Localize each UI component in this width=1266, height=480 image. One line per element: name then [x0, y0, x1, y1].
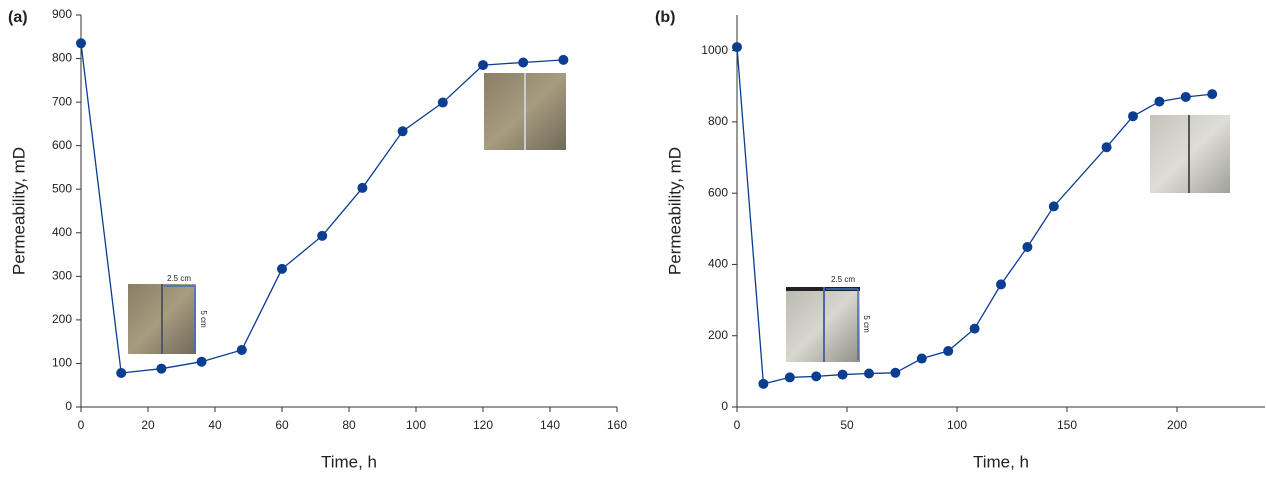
y-tick-label: 400	[708, 257, 728, 271]
x-tick-label: 80	[342, 418, 356, 432]
point	[758, 378, 769, 389]
dimension-arrows	[164, 285, 859, 360]
point	[76, 38, 86, 49]
panel-label: (a)	[8, 9, 28, 26]
x-axis-label: Time, h	[973, 452, 1029, 471]
point	[558, 54, 569, 65]
point	[784, 372, 795, 383]
x-tick-label: 100	[406, 418, 426, 432]
point	[397, 126, 408, 137]
x-axis-label: Time, h	[321, 452, 377, 471]
point	[518, 57, 529, 68]
point	[196, 356, 207, 367]
y-tick-label: 400	[52, 225, 72, 239]
point	[478, 60, 488, 71]
point	[437, 97, 448, 108]
annotation: 2.5 cm	[167, 274, 191, 283]
y-tick-label: 200	[708, 328, 728, 342]
y-tick-label: 200	[52, 312, 72, 326]
point	[277, 263, 287, 274]
x-tick-label: 120	[473, 418, 493, 432]
y-tick-label: 500	[52, 181, 72, 195]
y-tick-label: 900	[52, 7, 72, 21]
y-axis-label: Permeability, mD	[665, 147, 684, 275]
x-tick-label: 140	[540, 418, 560, 432]
photo	[128, 73, 1230, 362]
x-tick-label: 50	[840, 418, 854, 432]
y-tick-label: 600	[708, 185, 728, 199]
point	[969, 323, 980, 334]
point	[1128, 111, 1138, 122]
y-tick-label: 800	[708, 114, 728, 128]
x-tick-label: 100	[947, 418, 967, 432]
point	[811, 371, 822, 382]
y-tick-label: 700	[52, 94, 72, 108]
point	[943, 346, 954, 357]
x-tick-label: 0	[78, 418, 85, 432]
panel-label: (b)	[655, 9, 675, 26]
point	[1048, 201, 1059, 212]
y-tick-label: 0	[721, 399, 728, 413]
x-tick-label: 160	[607, 418, 627, 432]
y-tick-label: 100	[52, 356, 72, 370]
x-tick-label: 0	[734, 418, 741, 432]
x-tick-label: 150	[1057, 418, 1077, 432]
point	[996, 279, 1006, 290]
x-tick-label: 60	[275, 418, 289, 432]
y-tick-label: 0	[65, 399, 72, 413]
point	[156, 363, 167, 374]
x-tick-label: 200	[1167, 418, 1187, 432]
point	[357, 182, 368, 193]
point	[732, 42, 742, 53]
point	[1101, 142, 1112, 153]
y-axis-label: Permeability, mD	[9, 147, 28, 275]
point	[1022, 241, 1033, 252]
x-tick-label: 40	[208, 418, 222, 432]
y-tick-label: 800	[52, 51, 72, 65]
point	[1180, 91, 1191, 102]
y-tick-label: 1000	[701, 43, 728, 57]
point	[317, 230, 328, 241]
y-tick-label: 600	[52, 138, 72, 152]
point	[890, 367, 901, 378]
annotation: 5 cm	[862, 315, 871, 333]
point	[837, 369, 848, 380]
point	[1207, 89, 1218, 100]
annotation: 2.5 cm	[831, 275, 855, 284]
x-tick-label: 20	[141, 418, 155, 432]
point	[116, 368, 127, 379]
annotation: 5 cm	[199, 310, 208, 328]
point	[864, 368, 874, 379]
point	[916, 353, 927, 364]
y-tick-label: 300	[52, 269, 72, 283]
point	[1154, 96, 1165, 107]
point	[236, 344, 247, 355]
